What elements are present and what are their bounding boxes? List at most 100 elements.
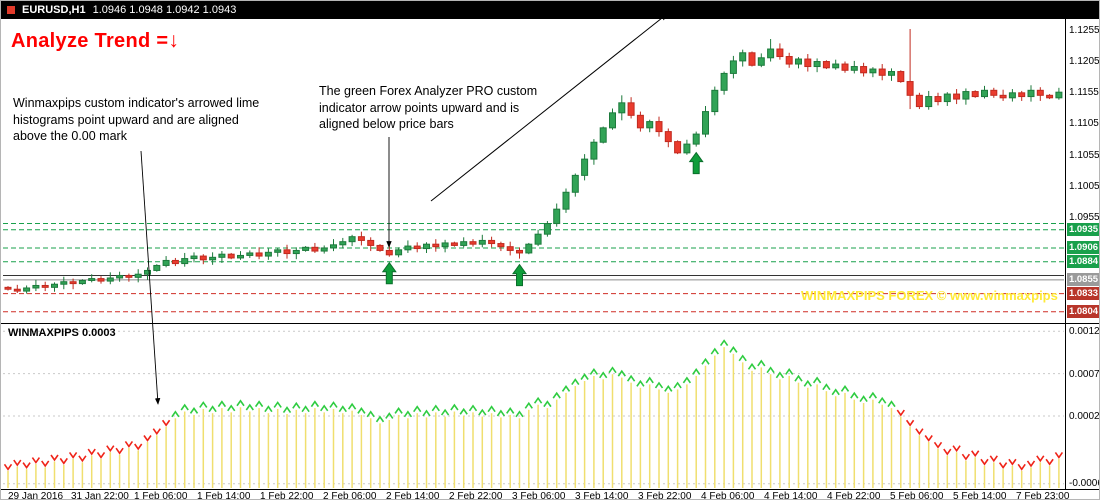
winmaxpips-arrow-up (394, 406, 403, 414)
winmaxpips-arrow-up (236, 399, 245, 407)
candle-up (1027, 89, 1035, 98)
winmaxpips-arrow-up (180, 403, 189, 411)
winmaxpips-arrow-down (13, 459, 22, 467)
symbol-marker-icon (7, 6, 15, 14)
winmaxpips-arrow-down (78, 455, 87, 463)
price-level-tag: 1.0884 (1067, 255, 1099, 269)
candle-up (32, 284, 40, 289)
candle-up (330, 244, 337, 249)
winmaxpips-arrow-up (599, 371, 608, 379)
candle-down (450, 242, 458, 246)
time-axis-label: 5 Feb 14:00 (953, 491, 1007, 500)
winmaxpips-arrow-down (943, 448, 952, 456)
candle-up (144, 269, 151, 275)
time-axis-label: 4 Feb 22:00 (827, 491, 881, 500)
candle-up (571, 174, 579, 193)
candle-down (413, 245, 421, 250)
winmaxpips-arrow-up (617, 369, 626, 377)
winmaxpips-arrow-up (636, 379, 645, 387)
candle-up (23, 287, 31, 292)
candle-up (609, 112, 616, 129)
candle-down (906, 81, 914, 96)
candle-up (943, 93, 951, 103)
indicator-axis-label: 0.0012 (1069, 326, 1100, 338)
candle-down (841, 63, 849, 71)
chart-title-bar: EURUSD,H1 1.0946 1.0948 1.0942 1.0943 (1, 1, 1099, 19)
candle-down (636, 114, 644, 129)
candle-up (320, 247, 328, 252)
winmaxpips-arrow-up (496, 409, 506, 417)
winmaxpips-arrow-up (459, 407, 468, 415)
price-level-tag: 1.0804 (1067, 305, 1099, 319)
candle-up (209, 256, 217, 261)
winmaxpips-arrow-down (50, 454, 59, 462)
candle-up (237, 254, 244, 259)
candle-up (51, 283, 58, 288)
price-axis-label: 1.0955 (1069, 212, 1100, 224)
candle-up (702, 111, 709, 135)
candle-down (1046, 94, 1054, 99)
candle-up (460, 241, 468, 246)
time-axis-label: 1 Feb 22:00 (260, 491, 314, 500)
time-axis-label: 4 Feb 06:00 (701, 491, 755, 500)
winmaxpips-arrow-up (413, 405, 422, 413)
candle-up (218, 253, 226, 258)
candle-down (255, 252, 263, 257)
candle-down (776, 48, 784, 58)
candle-up (153, 264, 161, 271)
candle-up (88, 278, 96, 281)
winmaxpips-arrow-up (310, 400, 320, 408)
winmaxpips-arrow-down (961, 453, 971, 461)
buy-signal-arrow (381, 261, 397, 285)
winmaxpips-arrow-up (189, 406, 199, 414)
candle-up (739, 52, 747, 62)
winmaxpips-arrow-down (989, 455, 998, 463)
candle-down (357, 236, 365, 241)
analyze-trend-text: Analyze Trend = (11, 30, 169, 52)
candle-down (506, 246, 514, 251)
winmaxpips-arrow-up (738, 354, 747, 362)
winmaxpips-arrow-down (68, 451, 78, 459)
candle-up (339, 241, 347, 246)
candle-up (162, 259, 170, 266)
winmaxpips-arrow-down (933, 441, 943, 449)
winmaxpips-arrow-up (682, 376, 692, 384)
candle-up (525, 243, 533, 254)
winmaxpips-arrow-down (3, 463, 13, 471)
candle-up (581, 158, 589, 176)
winmaxpips-arrow-up (654, 381, 664, 389)
candle-up (888, 71, 895, 76)
candle-up (981, 89, 988, 98)
candle-down (171, 259, 179, 265)
candle-up (757, 57, 765, 66)
candle-up (832, 63, 840, 69)
winmaxpips-arrow-up (227, 404, 236, 412)
winmaxpips-arrow-down (134, 443, 143, 451)
winmaxpips-arrow-down (87, 448, 96, 456)
winmaxpips-arrow-down (161, 419, 171, 427)
winmaxpips-arrow-up (273, 401, 282, 408)
price-axis-label: 1.1155 (1069, 87, 1099, 99)
winmaxpips-arrow-up (487, 405, 496, 413)
candle-up (543, 223, 551, 235)
candle-down (627, 102, 635, 116)
winmaxpips-arrow-down (31, 457, 41, 464)
winmaxpips-arrow-down (924, 435, 933, 442)
candle-down (990, 89, 998, 96)
winmaxpips-arrow-up (664, 384, 673, 392)
winmaxpips-arrow-up (710, 347, 719, 355)
buy-signal-arrow (688, 151, 704, 175)
winmaxpips-arrow-up (515, 410, 524, 418)
candle-up (711, 89, 719, 113)
winmaxpips-arrow-up (589, 368, 599, 375)
time-axis-label: 3 Feb 06:00 (512, 491, 566, 500)
candle-up (618, 102, 626, 114)
winmaxpips-arrow-up (850, 391, 859, 399)
candle-up (869, 68, 877, 74)
winmaxpips-arrow-up (366, 410, 375, 418)
candle-up (404, 245, 412, 251)
winmaxpips-arrow-down (1017, 463, 1026, 471)
candle-up (264, 251, 272, 257)
